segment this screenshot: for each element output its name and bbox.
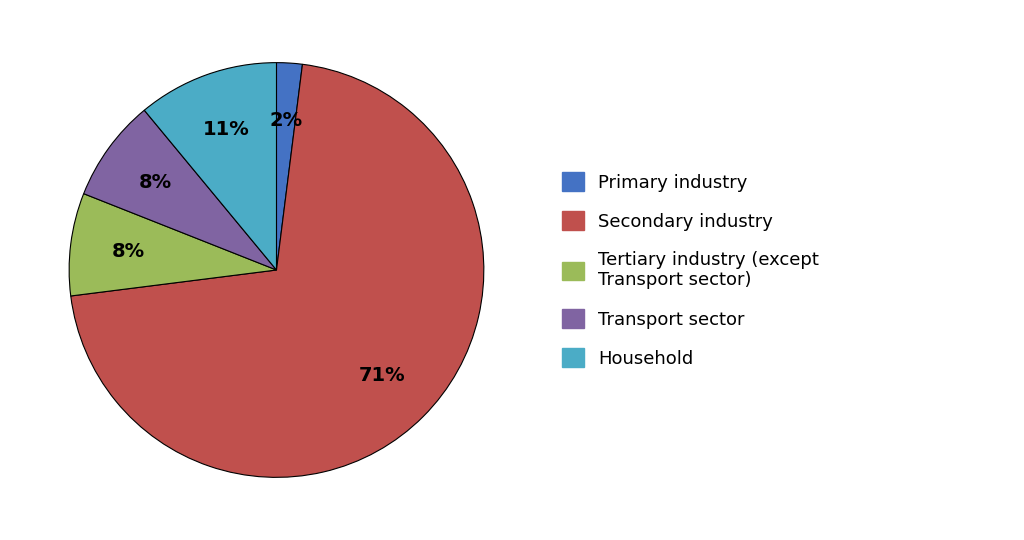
Text: 8%: 8% xyxy=(139,173,172,192)
Text: 2%: 2% xyxy=(269,111,302,131)
Text: 71%: 71% xyxy=(358,366,406,385)
Text: 8%: 8% xyxy=(112,242,145,261)
Legend: Primary industry, Secondary industry, Tertiary industry (except
Transport sector: Primary industry, Secondary industry, Te… xyxy=(562,172,819,368)
Text: 11%: 11% xyxy=(203,120,249,139)
Wedge shape xyxy=(276,63,302,270)
Wedge shape xyxy=(71,64,483,477)
Wedge shape xyxy=(144,63,276,270)
Wedge shape xyxy=(70,194,276,296)
Wedge shape xyxy=(84,110,276,270)
